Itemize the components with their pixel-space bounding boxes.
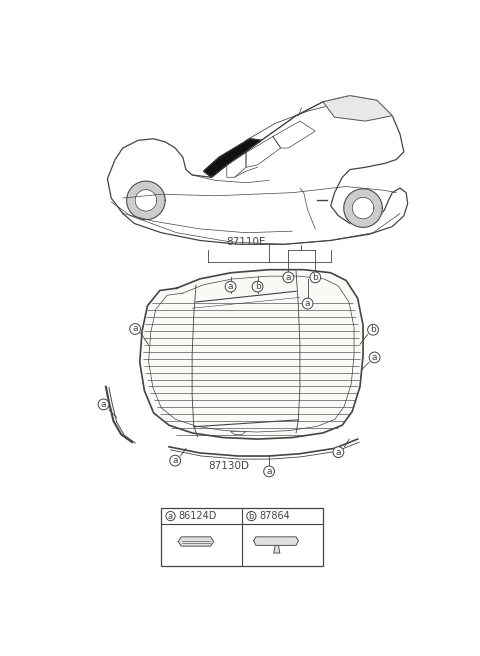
Text: a: a — [372, 353, 377, 362]
Text: a: a — [132, 325, 138, 333]
Polygon shape — [108, 96, 408, 244]
Polygon shape — [344, 189, 382, 228]
Circle shape — [170, 455, 180, 466]
Polygon shape — [127, 181, 165, 220]
Text: a: a — [336, 447, 341, 457]
Text: a: a — [228, 282, 233, 291]
Text: a: a — [266, 467, 272, 476]
Bar — [161, 508, 323, 566]
Text: a: a — [168, 512, 173, 521]
Text: 87130D: 87130D — [208, 461, 250, 470]
Text: 86124D: 86124D — [178, 511, 216, 521]
Circle shape — [247, 512, 256, 521]
Circle shape — [333, 447, 344, 458]
Circle shape — [264, 466, 275, 477]
Text: b: b — [255, 282, 261, 291]
Polygon shape — [254, 537, 299, 545]
Circle shape — [225, 281, 236, 292]
Circle shape — [252, 281, 263, 292]
Text: 87110E: 87110E — [226, 237, 266, 247]
Text: a: a — [172, 456, 178, 465]
Text: a: a — [305, 299, 311, 308]
Circle shape — [369, 352, 380, 363]
Text: b: b — [370, 325, 376, 335]
Circle shape — [98, 399, 109, 410]
Polygon shape — [352, 197, 374, 219]
Polygon shape — [178, 537, 214, 546]
Text: b: b — [312, 273, 318, 282]
Text: a: a — [286, 273, 291, 282]
Circle shape — [368, 324, 378, 335]
Polygon shape — [204, 139, 262, 177]
Circle shape — [283, 272, 294, 283]
Polygon shape — [323, 96, 392, 121]
Circle shape — [310, 272, 321, 283]
Text: a: a — [101, 400, 106, 409]
Polygon shape — [274, 545, 280, 553]
Circle shape — [166, 512, 175, 521]
Polygon shape — [135, 190, 156, 211]
Circle shape — [130, 323, 141, 335]
Text: b: b — [249, 512, 254, 521]
Text: 87864: 87864 — [259, 511, 290, 521]
Circle shape — [302, 298, 313, 309]
Polygon shape — [140, 270, 363, 439]
Polygon shape — [230, 432, 246, 434]
